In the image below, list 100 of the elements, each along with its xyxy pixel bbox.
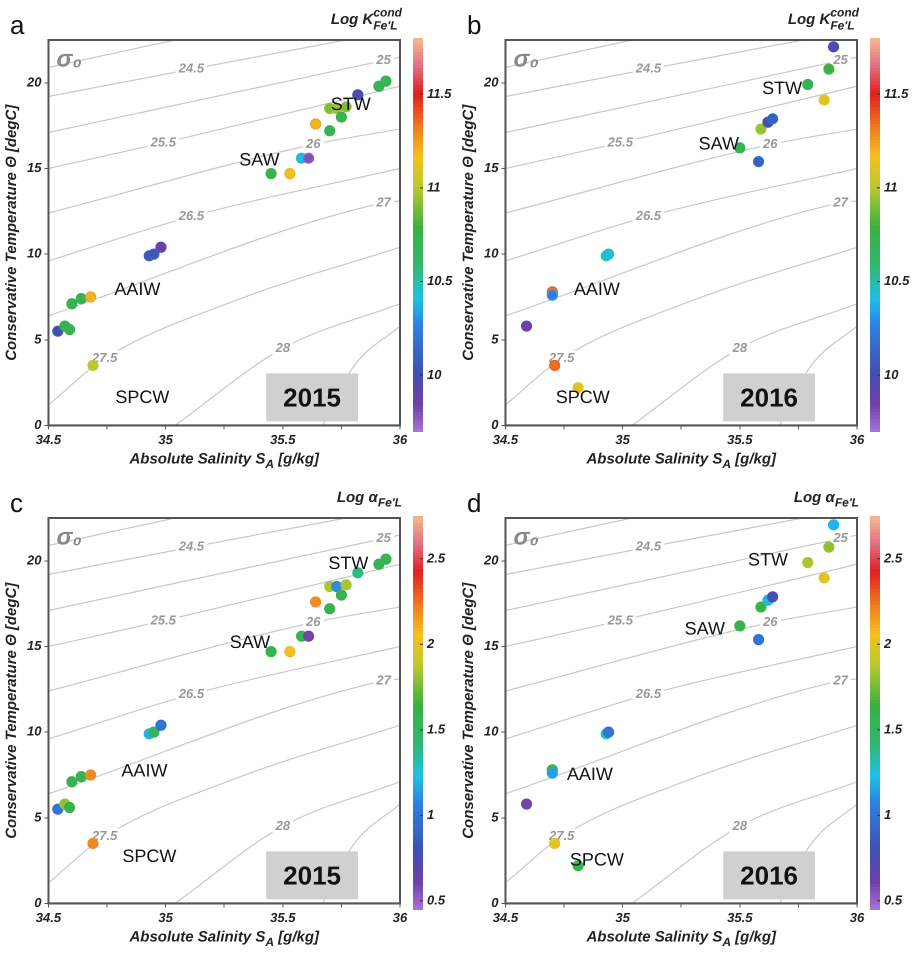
color-bar-label: 1.5: [884, 721, 903, 736]
point: [752, 634, 764, 646]
series-label: 24.5: [178, 538, 205, 554]
point: [85, 769, 96, 781]
series-label: 25.5: [150, 612, 177, 628]
point: [818, 94, 830, 106]
annotation: 2015: [283, 382, 341, 413]
point: [148, 248, 160, 260]
y-tick-label: 0: [491, 894, 500, 910]
point: [755, 123, 767, 135]
point: [802, 556, 814, 568]
y-tick-label: 0: [491, 416, 500, 432]
annotation: SPCW: [570, 850, 624, 870]
point: [310, 596, 322, 608]
point: [85, 291, 96, 303]
x-tick-label: 35.5: [727, 910, 754, 925]
point: [324, 603, 336, 614]
point: [76, 771, 87, 782]
color-bar-label: 2: [426, 636, 435, 651]
point: [823, 542, 834, 553]
point: [66, 776, 78, 788]
point: [380, 76, 392, 87]
series-label: 25.5: [606, 134, 634, 150]
annotation: σ₀: [513, 524, 539, 551]
series-label: 25: [375, 530, 392, 546]
x-tick-label: 34.5: [36, 432, 62, 447]
y-tick-label: 10: [484, 724, 500, 739]
y-tick-label: 20: [26, 74, 42, 90]
point: [284, 168, 296, 180]
x-tick-label: 35: [158, 432, 174, 447]
color-bar-label: 2.5: [426, 550, 446, 566]
x-tick-label: 35.5: [270, 432, 296, 447]
annotation: AAIW: [566, 764, 613, 784]
series-label: 26.5: [634, 208, 662, 224]
color-bar-label: 11: [427, 179, 440, 194]
point: [734, 620, 746, 632]
annotation: 2016: [740, 382, 798, 413]
x-tick-label: 35: [158, 910, 174, 925]
point: [284, 646, 296, 658]
y-tick-label: 10: [26, 246, 42, 261]
y-axis-title: Conservative Temperature Θ [degC]: [3, 582, 20, 839]
point: [340, 579, 352, 590]
annotation: 2016: [740, 860, 798, 891]
series-label: 26.5: [178, 686, 205, 702]
series-label: 27: [375, 194, 392, 210]
annotation: AAIW: [114, 279, 160, 300]
x-tick-label: 36: [850, 432, 865, 447]
point: [303, 152, 314, 164]
x-tick-label: 34.5: [36, 910, 62, 925]
line-series: [505, 246, 857, 406]
color-bar-label: 2.5: [883, 550, 903, 566]
point: [828, 41, 840, 52]
line-series: [48, 246, 400, 406]
x-tick-label: 34.5: [492, 910, 519, 925]
color-bar-label: 10: [884, 366, 900, 382]
series-label: 28: [274, 818, 291, 833]
x-tick-label: 35: [615, 432, 631, 447]
annotation: SAW: [684, 618, 725, 638]
y-tick-label: 5: [34, 809, 42, 824]
point: [76, 293, 87, 304]
y-tick-label: 0: [34, 416, 42, 432]
y-tick-label: 0: [34, 894, 42, 910]
y-tick-label: 5: [491, 331, 500, 346]
y-axis-title: Conservative Temperature Θ [degC]: [460, 582, 477, 839]
y-tick-label: 10: [484, 246, 500, 261]
point: [155, 720, 167, 731]
annotation: SPCW: [556, 387, 610, 408]
point: [602, 726, 614, 738]
point: [602, 248, 614, 260]
series-label: 26.5: [178, 208, 205, 224]
annotation: SPCW: [122, 846, 176, 866]
annotation: SAW: [230, 632, 270, 652]
series-label: 24.5: [178, 60, 205, 76]
point: [823, 64, 834, 75]
annotation: STW: [330, 94, 371, 114]
point: [336, 111, 348, 123]
point: [266, 168, 277, 180]
series-label: 24.5: [634, 538, 662, 554]
x-tick-label: 36: [392, 432, 408, 447]
point: [546, 290, 558, 301]
point: [64, 324, 76, 336]
color-bar-label: 10: [427, 366, 442, 382]
color-bar-label: 0.5: [427, 892, 446, 908]
point: [66, 298, 78, 310]
point: [310, 118, 322, 130]
text: a: [10, 10, 25, 40]
line-series: [48, 724, 400, 884]
color-bar-label: 11.5: [427, 86, 452, 101]
color-bar-label: 1: [427, 806, 434, 822]
series-label: 24.5: [634, 60, 662, 76]
annotation: σ₀: [56, 46, 82, 73]
x-tick-label: 36: [392, 910, 408, 925]
y-tick-label: 20: [482, 552, 500, 568]
y-tick-label: 20: [482, 74, 500, 90]
series-label: 26: [305, 614, 322, 630]
point: [380, 554, 392, 565]
color-bar-label: 10.5: [427, 273, 454, 288]
point: [828, 519, 840, 530]
point: [767, 591, 778, 602]
annotation: STW: [762, 78, 802, 98]
